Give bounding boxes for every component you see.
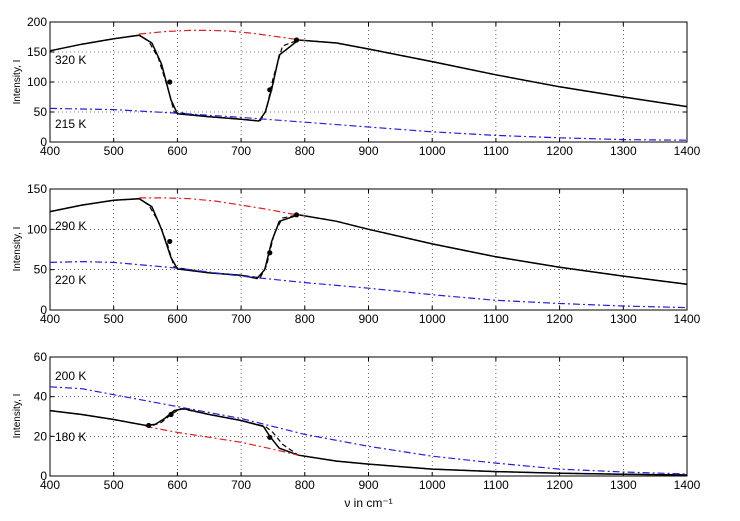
x-tick-label: 1200 [546,478,573,492]
temperature-label: 290 K [55,219,86,233]
data-point-marker [167,238,173,245]
x-tick-label: 800 [295,144,315,158]
x-tick-label: 1300 [610,478,637,492]
x-tick-label: 1400 [674,312,701,326]
x-tick-label: 1000 [419,144,446,158]
x-tick-label: 900 [358,144,378,158]
y-tick-label: 0 [40,303,47,317]
y-tick-label: 150 [27,45,47,59]
y-tick-label: 200 [27,15,47,29]
data-point-marker [293,212,300,218]
x-tick-label: 900 [358,478,378,492]
x-tick-label: 400 [40,312,60,326]
chart-panel-2: 400 500 600 700 800 900 1000 1100 1200 1300 1400 0 5… [12,182,701,326]
x-axis-label: ν in cm⁻¹ [344,496,392,510]
x-tick-label: 700 [231,144,251,158]
series-line-dashdot-3 [139,29,305,42]
x-tick-label: 1400 [674,144,701,158]
x-tick-label: 1300 [610,312,637,326]
x-tick-label: 400 [40,478,60,492]
x-tick-label: 600 [167,312,187,326]
x-tick-label: 500 [104,478,124,492]
y-axis-label: Intensity, I [12,60,23,105]
temperature-label: 220 K [55,273,86,287]
x-tick-label: 1300 [610,144,637,158]
y-tick-label: 20 [34,429,48,443]
y-tick-label: 50 [34,263,48,277]
series-line-dashdot-3 [139,197,305,217]
y-tick-label: 60 [34,350,48,364]
x-tick-label: 1200 [546,312,573,326]
x-tick-label: 1100 [483,144,509,158]
series-line-dashed-2 [49,34,688,122]
plot-frame [49,356,688,477]
series-line-dashdot-4 [49,107,688,141]
series-line-dashed-2 [49,198,688,285]
y-tick-label: 100 [27,222,47,236]
x-tick-label: 1200 [546,144,573,158]
temperature-label: 215 K [55,117,86,131]
series-line-dashdot-4 [49,260,688,309]
data-point-marker [168,411,174,418]
x-tick-label: 1100 [483,478,509,492]
x-tick-label: 500 [104,144,124,158]
x-tick-label: 1000 [419,312,446,326]
x-tick-label: 1100 [483,312,509,326]
x-tick-label: 800 [295,478,315,492]
x-tick-label: 600 [167,144,187,158]
x-tick-label: 1400 [674,478,701,492]
x-tick-label: 700 [231,478,251,492]
x-tick-label: 1000 [419,478,446,492]
chart-panel-3: 400 500 600 700 800 900 1000 1100 1200 1300 1400 0 2… [12,350,701,510]
temperature-label: 320 K [55,53,86,67]
x-tick-label: 900 [358,312,378,326]
temperature-label: 200 K [55,369,86,383]
x-tick-label: 500 [104,312,124,326]
data-point-marker [146,422,152,429]
data-point-marker [267,87,273,93]
data-point-marker [293,37,300,43]
series-line-dashdot-3 [145,425,299,456]
x-tick-label: 800 [295,312,315,326]
y-tick-label: 0 [40,469,47,483]
data-point-marker [267,434,273,440]
y-tick-label: 50 [34,105,48,119]
chart-panel-1: 400 500 600 700 800 900 1000 1100 1200 1300 1400 0 5… [12,15,701,158]
series-line-dashdot-4 [49,386,688,475]
y-tick-label: 100 [27,75,47,89]
y-axis-label: Intensity, I [12,227,23,272]
y-axis-label: Intensity, I [12,394,23,439]
x-tick-label: 600 [167,478,187,492]
x-tick-label: 700 [231,312,251,326]
y-tick-label: 40 [34,390,48,404]
data-point-marker [167,79,173,85]
y-tick-label: 150 [27,182,47,196]
temperature-label: 180 K [55,430,86,444]
data-point-marker [267,250,273,256]
y-tick-label: 0 [40,135,47,149]
x-tick-label: 400 [40,144,60,158]
